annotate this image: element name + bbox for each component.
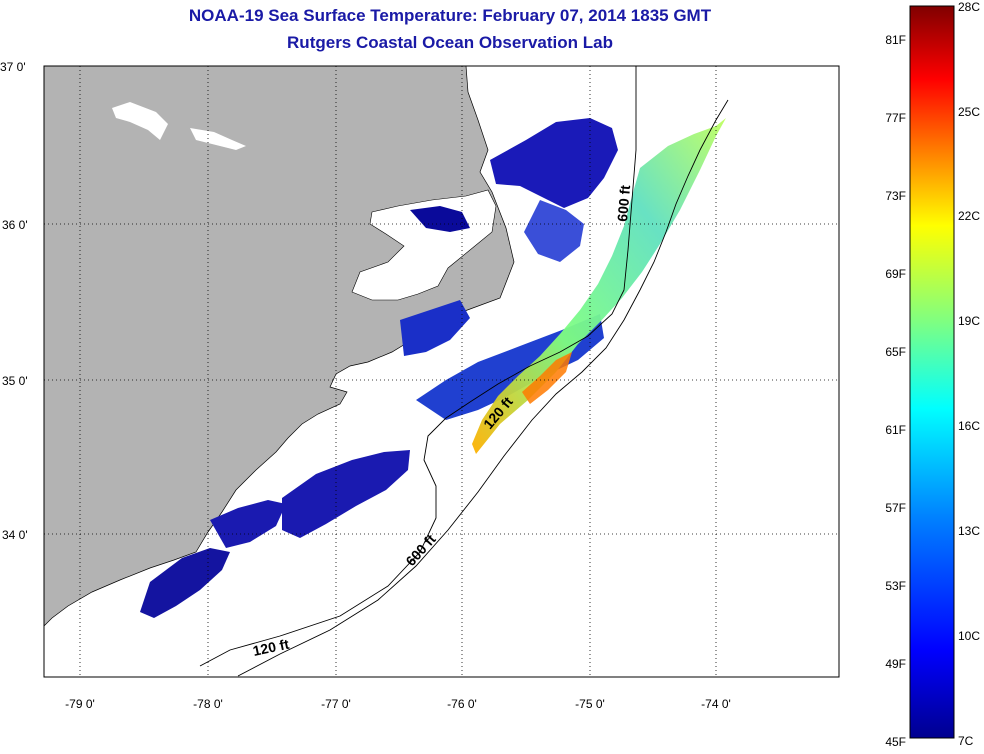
isobath-120ft <box>199 66 637 667</box>
colorbar-c-label: 19C <box>958 314 980 328</box>
colorbar-c-label: 25C <box>958 105 980 119</box>
lon-label: -77 0' <box>321 697 351 711</box>
map-title: NOAA-19 Sea Surface Temperature: Februar… <box>188 6 712 25</box>
colorbar-f-label: 69F <box>885 267 906 281</box>
lon-label: -79 0' <box>65 697 95 711</box>
map-subtitle: Rutgers Coastal Ocean Observation Lab <box>287 33 613 52</box>
colorbar-c-label: 22C <box>958 209 980 223</box>
sst-patch <box>410 206 470 232</box>
lon-label: -75 0' <box>575 697 605 711</box>
colorbar-f-label: 81F <box>885 33 906 47</box>
colorbar-f-label: 61F <box>885 423 906 437</box>
sst-patch <box>400 300 470 356</box>
depth-label: 120 ft <box>251 636 290 659</box>
sst-patch <box>490 118 618 208</box>
river-water <box>190 128 246 150</box>
colorbar-f-label: 73F <box>885 189 906 203</box>
colorbar-c-label: 10C <box>958 629 980 643</box>
sst-patch <box>524 200 584 262</box>
land-mass <box>44 66 515 627</box>
colorbar-c-label: 16C <box>958 419 980 433</box>
colorbar-f-label: 49F <box>885 657 906 671</box>
gulf-stream-band <box>472 118 726 454</box>
map-border <box>43 65 840 678</box>
warm-core <box>522 352 572 404</box>
lat-label: 36 0' <box>2 218 28 232</box>
colorbar-c-label: 28C <box>958 0 980 14</box>
lon-label: -78 0' <box>193 697 223 711</box>
lat-label: 34 0' <box>2 528 28 542</box>
lon-label: -74 0' <box>701 697 731 711</box>
colorbar <box>909 5 955 739</box>
graticule <box>44 66 839 677</box>
sst-patch <box>210 500 286 548</box>
colorbar-f-label: 77F <box>885 111 906 125</box>
isobath-600ft <box>237 99 729 677</box>
colorbar-c-label: 7C <box>958 734 974 748</box>
sst-patch <box>140 548 230 618</box>
lon-label: -76 0' <box>447 697 477 711</box>
colorbar-f-label: 57F <box>885 501 906 515</box>
colorbar-f-label: 65F <box>885 345 906 359</box>
depth-label: 600 ft <box>614 184 633 222</box>
lat-label: 37 0' <box>0 60 26 74</box>
river-water <box>112 102 168 140</box>
colorbar-f-label: 53F <box>885 579 906 593</box>
sst-patch <box>282 450 410 538</box>
lat-label: 35 0' <box>2 374 28 388</box>
colorbar-c-label: 13C <box>958 524 980 538</box>
colorbar-f-label: 45F <box>885 735 906 749</box>
